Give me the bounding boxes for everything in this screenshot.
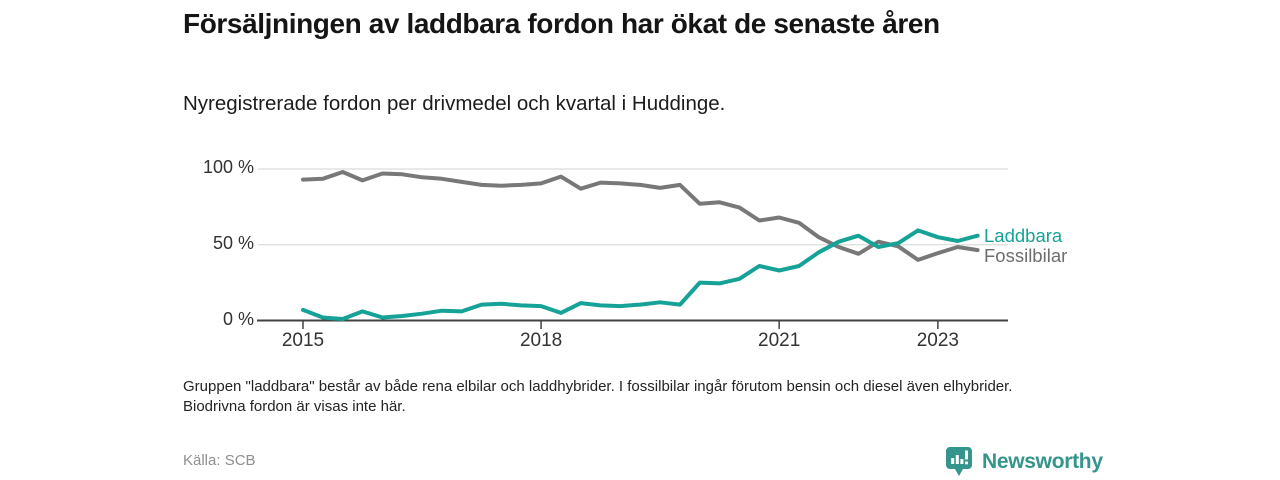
x-axis-label: 2015: [281, 330, 325, 351]
newsworthy-logo-text: Newsworthy: [982, 449, 1103, 473]
y-axis-label: 100 %: [202, 157, 254, 177]
series-line-laddbara: [301, 228, 980, 321]
x-axis-label: 2021: [758, 330, 801, 351]
source-label: Källa: SCB: [183, 452, 256, 469]
y-axis-label: 50 %: [212, 232, 254, 253]
series-label-fossilbilar: Fossilbilar: [984, 244, 1068, 266]
bar-chart-bubble-icon: [945, 446, 974, 477]
series-line-fossilbilar: [301, 170, 980, 262]
x-axis-label: 2023: [916, 330, 960, 351]
x-axis-label: 2018: [519, 330, 563, 351]
chart-footnote: Gruppen "laddbara" består av både rena e…: [183, 378, 1013, 415]
chart-title: Försäljningen av laddbara fordon har öka…: [183, 8, 940, 39]
y-axis-label: 0 %: [222, 308, 254, 329]
newsworthy-logo: Newsworthy: [945, 446, 1103, 477]
chart-subtitle: Nyregistrerade fordon per drivmedel och …: [183, 92, 726, 115]
series-label-laddbara: Laddbara: [984, 224, 1063, 246]
